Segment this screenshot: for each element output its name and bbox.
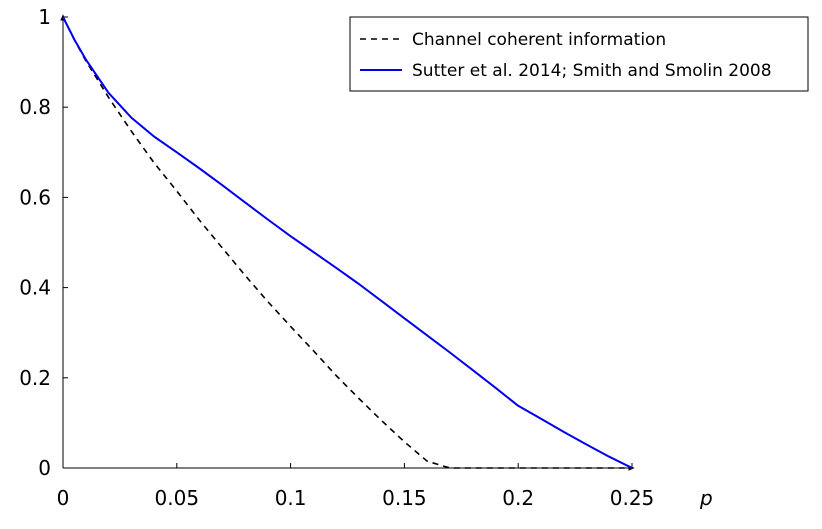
x-tick-label: 0.2 [502, 486, 534, 510]
x-tick-label: 0 [57, 486, 70, 510]
axes [60, 14, 635, 471]
y-tick-label: 1 [38, 5, 51, 29]
series-line-sutter-smith [62, 16, 633, 469]
y-tick-label: 0 [38, 456, 51, 480]
tick-labels: 0 0.05 0.1 0.15 0.2 0.25 0 0.2 0.4 0.6 0.8 1 [19, 5, 654, 510]
legend: Channel coherent information Sutter et a… [349, 16, 809, 92]
series-line-coherent-info [62, 16, 632, 469]
y-tick-label: 0.2 [19, 366, 51, 390]
y-tick-label: 0.4 [19, 276, 51, 300]
legend-label-coherent-info: Channel coherent information [412, 30, 666, 50]
y-tick-label: 0.6 [19, 185, 51, 209]
legend-label-sutter-smith: Sutter et al. 2014; Smith and Smolin 200… [412, 61, 772, 81]
x-tick-label: 0.15 [382, 486, 427, 510]
x-tick-label: 0.05 [155, 486, 200, 510]
series-layer [62, 16, 633, 469]
x-axis-label: p [699, 486, 713, 510]
y-tick-label: 0.8 [19, 95, 51, 119]
x-tick-label: 0.1 [275, 486, 307, 510]
legend-box [349, 16, 809, 92]
x-tick-label: 0.25 [610, 486, 655, 510]
